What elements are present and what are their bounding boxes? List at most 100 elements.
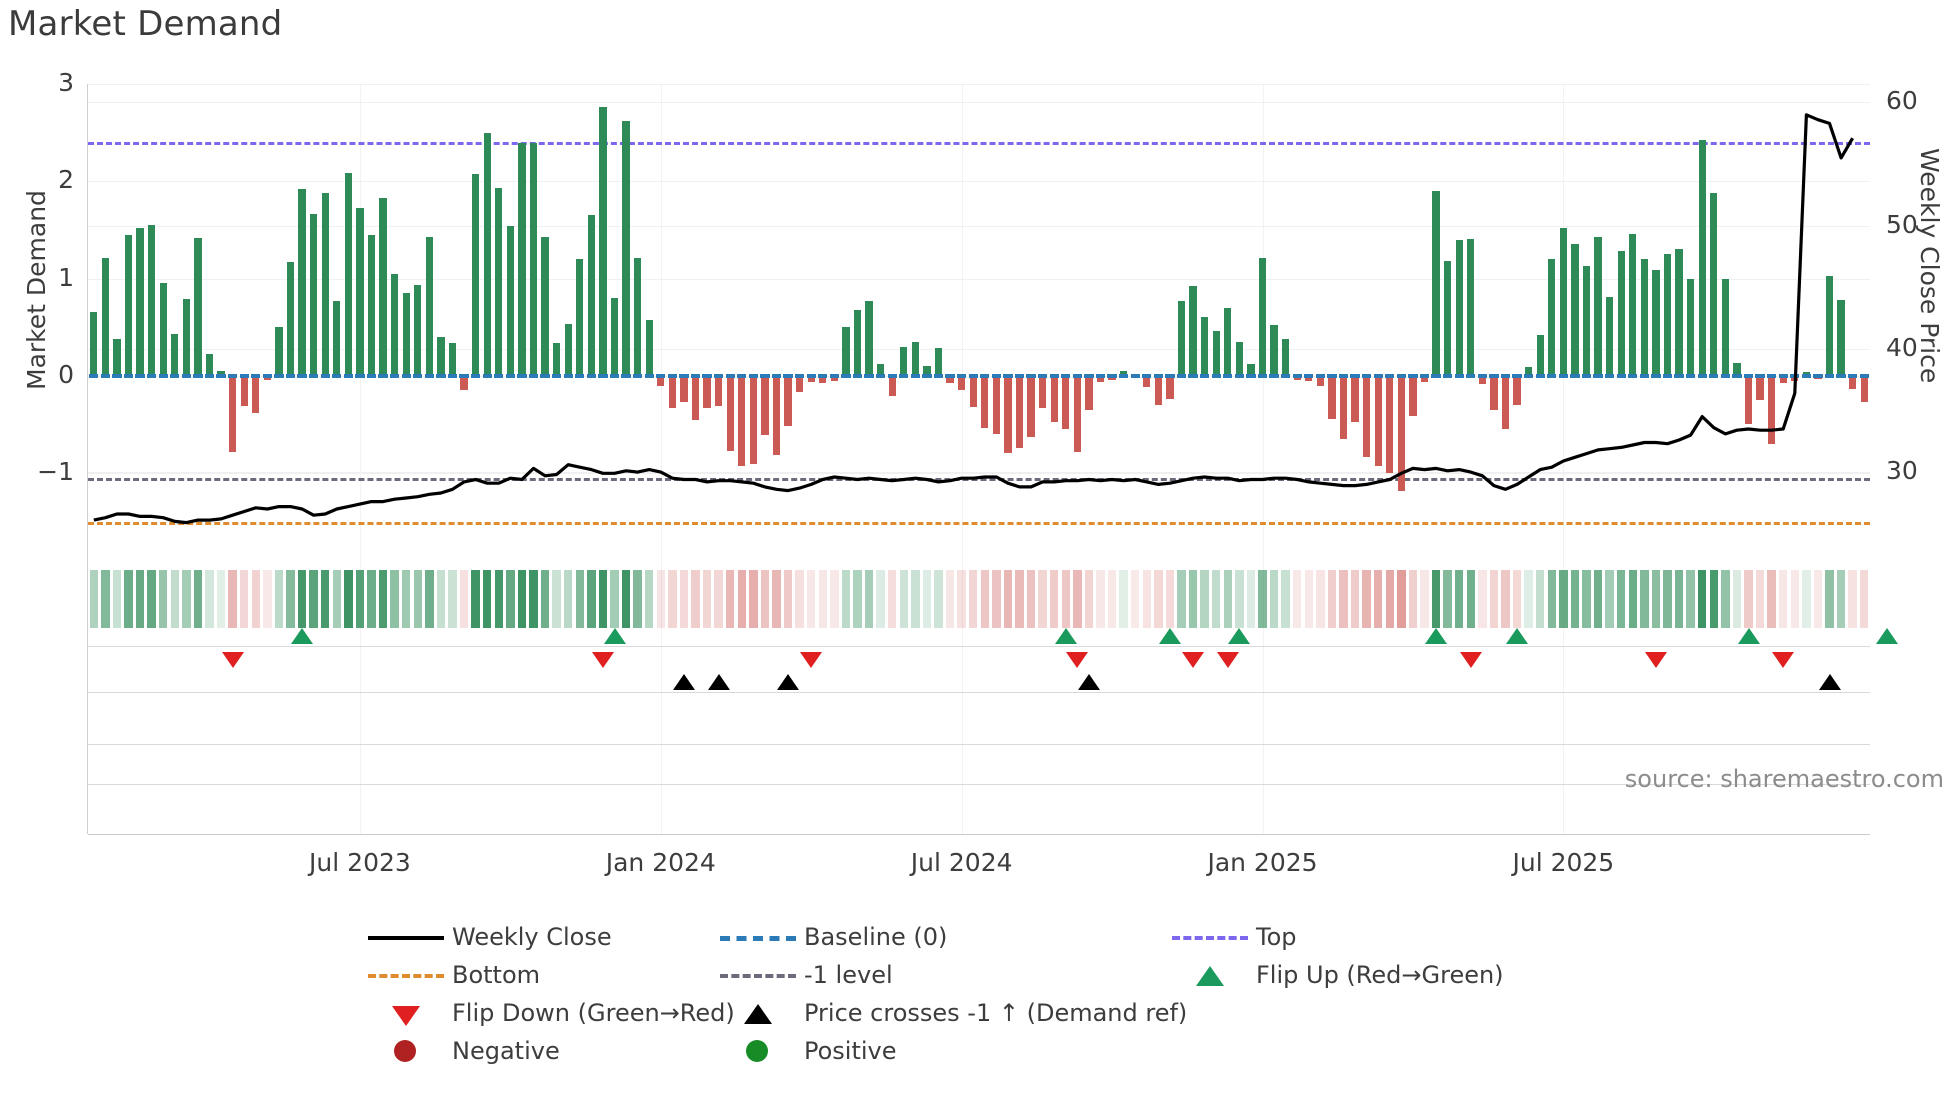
baseline-segment — [459, 373, 469, 378]
heatmap-cell — [1651, 570, 1661, 628]
heatmap-cell — [540, 570, 550, 628]
heatmap-cell — [1258, 570, 1267, 628]
heatmap-cell — [471, 570, 480, 628]
legend-item-price-crosses-1-demand-ref[interactable]: Price crosses -1 ↑ (Demand ref) — [712, 994, 1187, 1032]
baseline-segment — [621, 373, 631, 378]
legend-item-baseline-0[interactable]: Baseline (0) — [712, 918, 1164, 956]
legend-label: Bottom — [452, 961, 541, 989]
baseline-segment — [1477, 373, 1487, 378]
demand-bar — [1768, 375, 1776, 444]
marker-row-line — [88, 784, 1870, 785]
heatmap-cell — [1802, 570, 1811, 628]
heatmap-cell — [112, 570, 122, 628]
baseline-segment — [725, 373, 735, 378]
demand-bar — [853, 309, 862, 376]
legend-item-1-level[interactable]: -1 level — [712, 956, 1164, 994]
heatmap-cell — [621, 570, 631, 628]
baseline-segment — [309, 373, 319, 378]
demand-bar — [1629, 233, 1637, 376]
demand-bar — [703, 375, 711, 408]
demand-bar — [1548, 259, 1556, 376]
legend-item-top[interactable]: Top — [1164, 918, 1584, 956]
demand-bar — [1386, 375, 1394, 474]
heatmap-cell — [1142, 570, 1151, 628]
demand-bar — [1189, 286, 1197, 376]
heatmap-cell — [633, 570, 642, 628]
y-tick-left: 1 — [58, 262, 74, 292]
baseline-segment — [760, 373, 770, 378]
demand-bar — [1455, 239, 1463, 376]
heatmap-cell — [1570, 570, 1580, 628]
baseline-segment — [193, 373, 203, 378]
left-axis-spine — [87, 84, 88, 834]
baseline-segment — [228, 373, 238, 378]
heatmap-cell — [575, 570, 584, 628]
baseline-segment — [147, 373, 157, 378]
baseline-segment — [1200, 373, 1210, 378]
baseline-segment — [123, 373, 134, 378]
demand-bar — [1305, 375, 1313, 381]
demand-bar — [1397, 375, 1405, 491]
legend-item-positive[interactable]: Positive — [712, 1032, 1164, 1070]
heatmap-cell — [1223, 570, 1232, 628]
baseline-segment — [1824, 373, 1835, 378]
baseline-segment — [1188, 373, 1198, 378]
heatmap-cell — [795, 570, 804, 628]
heatmap-cell — [309, 570, 318, 628]
legend-item-bottom[interactable]: Bottom — [360, 956, 712, 994]
baseline-segment — [1686, 373, 1696, 378]
demand-bar — [1062, 375, 1070, 430]
demand-bar — [414, 285, 422, 376]
heatmap-cell — [714, 570, 723, 628]
legend-item-flip-up-red-green[interactable]: Flip Up (Red→Green) — [1164, 956, 1584, 994]
heatmap-cell — [378, 570, 388, 628]
demand-bar — [1270, 325, 1278, 376]
heatmap-cell — [1628, 570, 1637, 628]
baseline-segment — [1292, 373, 1302, 378]
demand-bar — [923, 366, 931, 376]
heatmap-cell — [1848, 570, 1857, 628]
heatmap-cell — [1003, 570, 1013, 628]
baseline-segment — [795, 373, 805, 378]
legend-item-flip-down-green-red[interactable]: Flip Down (Green→Red) — [360, 994, 735, 1032]
heatmap-cell — [1177, 570, 1186, 628]
baseline-segment — [378, 373, 388, 378]
legend-item-weekly-close[interactable]: Weekly Close — [360, 918, 712, 956]
demand-bar — [1015, 375, 1024, 448]
baseline-segment — [1234, 373, 1244, 378]
baseline-segment — [1581, 373, 1592, 378]
demand-bar — [749, 375, 757, 465]
baseline-segment — [714, 373, 724, 378]
reference-line-bottom — [88, 521, 1870, 525]
demand-bar — [576, 259, 584, 376]
baseline-segment — [1281, 373, 1291, 378]
dotted-line-icon — [720, 974, 796, 978]
demand-bar — [1235, 341, 1243, 376]
baseline-segment — [945, 373, 955, 378]
heatmap-cell — [980, 570, 989, 628]
baseline-segment — [355, 373, 365, 378]
baseline-segment — [100, 373, 110, 378]
baseline-segment — [1570, 373, 1580, 378]
baseline-segment — [829, 373, 839, 378]
heatmap-cell — [297, 570, 307, 628]
demand-bar — [159, 283, 167, 376]
heatmap-cell — [228, 570, 237, 628]
heatmap-cell — [911, 570, 920, 628]
bottom-axis-spine — [88, 834, 1870, 835]
heatmap-cell — [1455, 570, 1464, 628]
heatmap-cell — [864, 570, 874, 628]
demand-bar — [148, 225, 156, 376]
demand-bar — [1617, 251, 1625, 376]
heatmap-cell — [1721, 570, 1730, 628]
baseline-segment — [390, 373, 400, 378]
baseline-segment — [181, 373, 191, 378]
heatmap-cell — [367, 570, 376, 628]
heatmap-cell — [1755, 570, 1765, 628]
demand-bar — [911, 341, 919, 376]
baseline-segment — [575, 373, 585, 378]
demand-bar — [506, 226, 514, 376]
heatmap-cell — [645, 570, 654, 628]
demand-bar — [865, 300, 873, 376]
legend-item-negative[interactable]: Negative — [360, 1032, 712, 1070]
